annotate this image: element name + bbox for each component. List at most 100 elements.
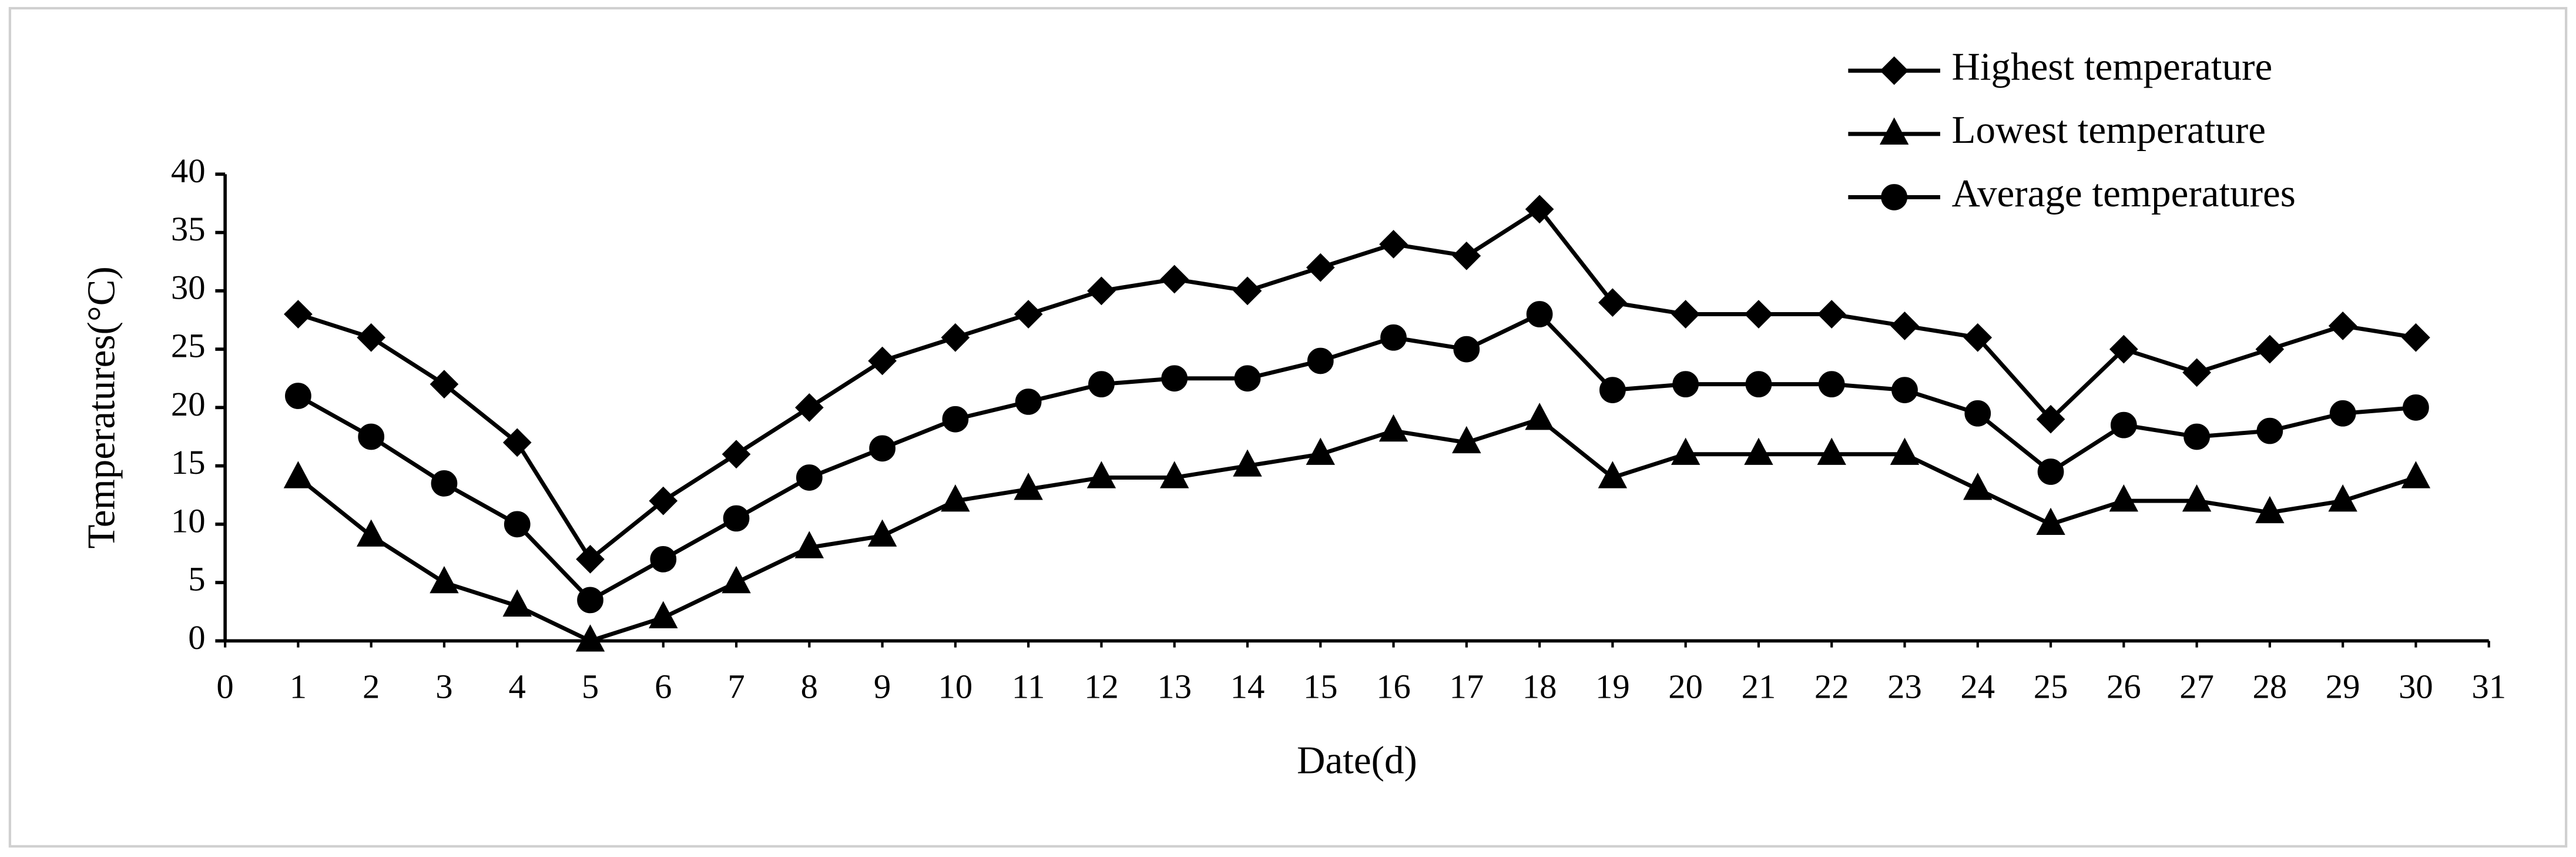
legend-marker bbox=[1879, 117, 1909, 145]
series-line bbox=[297, 206, 2416, 563]
data-point bbox=[2329, 400, 2356, 427]
data-point bbox=[502, 589, 532, 617]
data-point bbox=[1963, 473, 1993, 500]
y-tick-label: 10 bbox=[171, 501, 206, 540]
y-tick-label: 25 bbox=[171, 327, 206, 365]
data-point bbox=[1817, 300, 1846, 329]
legend-label: Average temperatures bbox=[1951, 171, 2295, 215]
data-point bbox=[1233, 449, 1262, 477]
data-point bbox=[794, 531, 824, 558]
data-point bbox=[356, 519, 386, 547]
data-point bbox=[2183, 423, 2210, 450]
data-point bbox=[1891, 377, 1918, 403]
y-tick-label: 35 bbox=[171, 210, 206, 248]
data-point bbox=[1525, 195, 1554, 224]
data-point bbox=[284, 300, 313, 329]
data-point bbox=[1599, 377, 1626, 403]
x-tick-label: 22 bbox=[1814, 668, 1849, 706]
data-point bbox=[795, 393, 824, 422]
data-point bbox=[577, 587, 603, 614]
data-point bbox=[796, 464, 823, 491]
data-point bbox=[1234, 365, 1261, 392]
data-point bbox=[358, 423, 385, 450]
x-tick-label: 3 bbox=[435, 668, 452, 706]
x-tick-label: 8 bbox=[801, 668, 818, 706]
x-tick-label: 1 bbox=[290, 668, 307, 706]
x-tick-label: 2 bbox=[363, 668, 380, 706]
x-tick-label: 21 bbox=[1742, 668, 1776, 706]
data-point bbox=[431, 470, 458, 497]
y-tick-label: 0 bbox=[188, 618, 205, 657]
data-point bbox=[1817, 437, 1846, 465]
data-point bbox=[2328, 312, 2357, 340]
data-point bbox=[2182, 358, 2211, 387]
x-tick-label: 11 bbox=[1012, 668, 1045, 706]
data-point bbox=[1745, 371, 1772, 398]
data-point bbox=[430, 370, 459, 399]
data-point bbox=[1087, 276, 1116, 306]
data-point bbox=[941, 484, 970, 512]
data-point bbox=[2109, 484, 2139, 512]
y-tick-label: 15 bbox=[171, 443, 206, 481]
x-tick-label: 27 bbox=[2179, 668, 2214, 706]
data-point bbox=[575, 624, 605, 652]
data-point bbox=[941, 323, 970, 352]
x-tick-label: 19 bbox=[1595, 668, 1630, 706]
data-point bbox=[1890, 437, 1920, 465]
data-point bbox=[1890, 312, 1919, 340]
data-point bbox=[2256, 417, 2283, 444]
data-point bbox=[722, 565, 751, 594]
data-point bbox=[1014, 473, 1043, 500]
data-point bbox=[867, 519, 897, 547]
data-point bbox=[649, 486, 678, 515]
data-point bbox=[1379, 230, 1408, 259]
data-point bbox=[283, 461, 313, 488]
data-point bbox=[868, 346, 897, 376]
data-point bbox=[1086, 461, 1116, 488]
data-point bbox=[2255, 334, 2285, 364]
data-point bbox=[1963, 323, 1993, 352]
x-tick-label: 14 bbox=[1230, 668, 1265, 706]
data-point bbox=[1671, 437, 1700, 465]
x-tick-label: 0 bbox=[216, 668, 233, 706]
x-tick-label: 10 bbox=[938, 668, 973, 706]
data-point bbox=[2328, 484, 2357, 512]
x-tick-label: 23 bbox=[1887, 668, 1922, 706]
x-tick-label: 20 bbox=[1668, 668, 1703, 706]
data-point bbox=[2401, 323, 2430, 352]
data-point bbox=[650, 546, 677, 573]
x-tick-label: 30 bbox=[2399, 668, 2433, 706]
data-point bbox=[1014, 300, 1043, 329]
data-point bbox=[1598, 461, 1628, 488]
data-point bbox=[1161, 365, 1188, 392]
data-point bbox=[1160, 265, 1189, 294]
data-point bbox=[649, 601, 678, 628]
data-point bbox=[722, 440, 751, 469]
x-tick-label: 5 bbox=[582, 668, 599, 706]
x-tick-label: 29 bbox=[2326, 668, 2360, 706]
data-point bbox=[1744, 437, 1773, 465]
x-tick-label: 18 bbox=[1522, 668, 1557, 706]
data-point bbox=[2110, 411, 2137, 438]
data-point bbox=[1598, 288, 1627, 317]
y-tick-label: 30 bbox=[171, 268, 206, 306]
data-point bbox=[2036, 507, 2065, 535]
x-axis-title: Date(d) bbox=[1297, 738, 1417, 782]
data-point bbox=[1671, 300, 1700, 329]
data-point bbox=[1160, 461, 1189, 488]
data-point bbox=[1378, 414, 1408, 442]
x-tick-label: 13 bbox=[1157, 668, 1192, 706]
series-line bbox=[297, 417, 2417, 644]
data-point bbox=[1306, 253, 1335, 282]
x-tick-label: 15 bbox=[1303, 668, 1338, 706]
data-point bbox=[1233, 276, 1262, 306]
data-point bbox=[2036, 404, 2065, 434]
x-tick-label: 7 bbox=[727, 668, 744, 706]
data-point bbox=[1526, 301, 1553, 327]
data-point bbox=[504, 511, 531, 538]
legend-label: Highest temperature bbox=[1951, 45, 2272, 89]
x-tick-label: 25 bbox=[2034, 668, 2068, 706]
data-point bbox=[1964, 400, 1991, 427]
x-tick-label: 17 bbox=[1449, 668, 1484, 706]
